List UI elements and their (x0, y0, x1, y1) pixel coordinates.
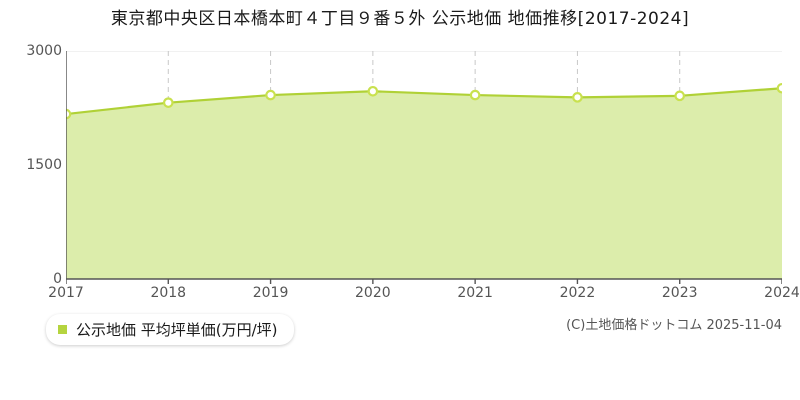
copyright-credit: (C)土地価格ドットコム 2025-11-04 (566, 318, 782, 333)
data-point-marker[interactable] (162, 97, 174, 108)
x-tick-label: 2020 (355, 285, 391, 301)
y-tick-label: 0 (53, 271, 62, 287)
area-chart-svg (66, 51, 782, 284)
area-fill-path (66, 88, 782, 279)
data-point-marker[interactable] (572, 92, 583, 103)
data-point-marker[interactable] (66, 108, 72, 120)
plot-area (66, 51, 782, 284)
data-point-marker[interactable] (776, 82, 782, 94)
data-point-marker[interactable] (367, 85, 379, 97)
legend-item-label: 公示地価 平均坪単価(万円/坪) (76, 320, 278, 339)
x-axis: 2017 2018 2019 2020 2021 2022 2023 2024 (0, 284, 800, 308)
data-point-marker[interactable] (674, 90, 686, 102)
x-tick-label: 2022 (559, 285, 596, 301)
y-axis: 0 1500 3000 (0, 0, 62, 400)
x-tick-label: 2021 (457, 285, 493, 301)
data-line-path (66, 87, 782, 116)
chart-legend[interactable]: 公示地価 平均坪単価(万円/坪) (46, 314, 294, 345)
x-tick-label: 2024 (764, 285, 800, 301)
square-swatch-icon (58, 325, 67, 334)
data-point-markers[interactable] (66, 82, 782, 120)
data-point-marker[interactable] (469, 89, 481, 101)
data-point-marker[interactable] (265, 89, 276, 101)
y-tick-label: 3000 (26, 43, 62, 59)
x-tick-label: 2018 (150, 285, 187, 301)
x-tick-label: 2023 (661, 285, 698, 301)
x-tick-label: 2019 (252, 285, 289, 301)
page-title: 東京都中央区日本橋本町４丁目９番５外 公示地価 地価推移[2017-2024] (110, 9, 690, 29)
x-tick-label: 2017 (48, 285, 84, 301)
y-tick-label: 1500 (26, 157, 62, 173)
